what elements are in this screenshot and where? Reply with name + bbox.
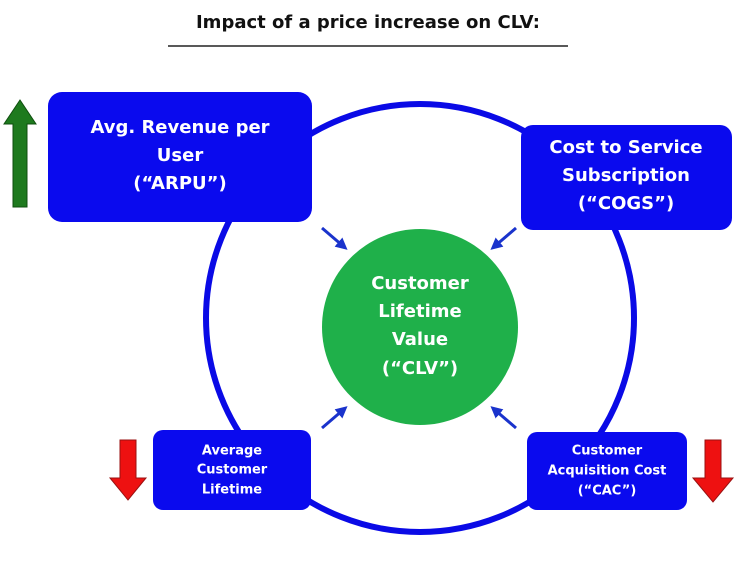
arpu-box (48, 92, 312, 222)
cac-box (527, 432, 687, 510)
lifetime-box (153, 430, 311, 510)
node-line: Average (202, 444, 262, 459)
node-line: Customer (197, 463, 268, 478)
down-arrow (691, 439, 735, 503)
node-line: User (157, 145, 204, 166)
node-line: (“COGS”) (578, 193, 674, 214)
node-line: Value (392, 329, 448, 350)
node-line: Acquisition Cost (548, 464, 667, 479)
up-arrow (3, 99, 37, 208)
node-line: Avg. Revenue per (90, 117, 269, 138)
node-line: Lifetime (378, 301, 461, 322)
node-line: (“CAC”) (578, 484, 637, 499)
node-line: (“CLV”) (382, 358, 458, 379)
cycle-ring (203, 101, 637, 535)
down-arrow (108, 439, 148, 501)
node-line: Customer (371, 273, 469, 294)
node-line: (“ARPU”) (133, 173, 226, 194)
node-line: Subscription (562, 165, 690, 186)
flow-arrows (321, 226, 517, 430)
title: Impact of a price increase on CLV: (196, 12, 540, 33)
node-line: Customer (572, 444, 643, 459)
clv-circle (322, 229, 518, 425)
node-line: Lifetime (202, 483, 262, 498)
cogs-box (521, 125, 732, 230)
node-line: Cost to Service (549, 137, 702, 158)
